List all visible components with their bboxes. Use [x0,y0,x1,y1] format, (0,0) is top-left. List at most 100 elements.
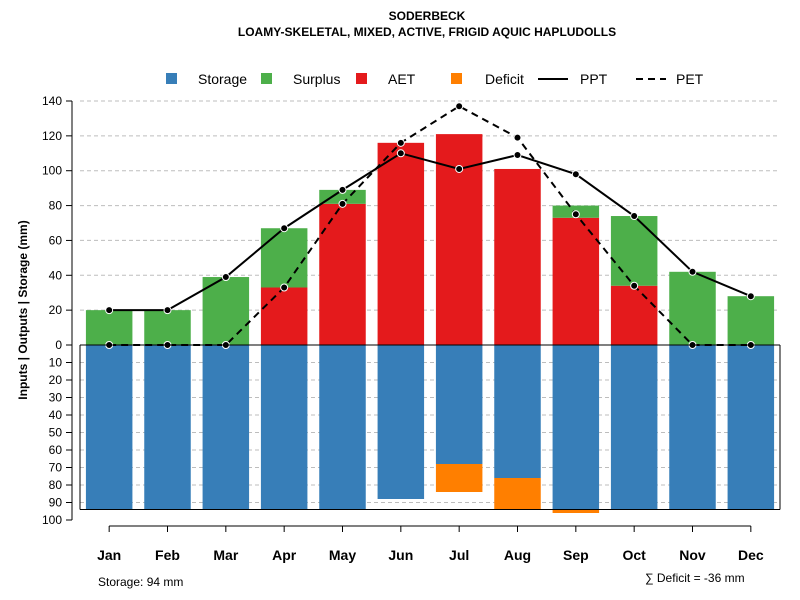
ppt-point [630,212,639,221]
storage-bar [552,345,600,510]
x-tick-label: Jun [388,547,413,563]
x-tick-label: Feb [155,547,180,563]
pet-point [630,281,639,290]
deficit-note: ∑ Deficit = -36 mm [645,571,745,585]
ppt-line [109,152,752,312]
surplus-bar [260,228,308,288]
ppt-point [688,267,697,276]
y-tick-label: 140 [42,94,62,108]
x-tick-label: May [329,547,356,563]
gridlines [80,100,780,503]
legend-surplus-label: Surplus [293,71,340,87]
surplus-bar [202,277,250,345]
ppt-point [221,273,230,282]
surplus-bar [610,216,658,286]
storage-bar [85,345,133,510]
ppt-point [571,170,580,179]
bars [85,134,775,513]
y-tick-label: 50 [49,426,63,440]
ppt-point [746,292,755,301]
y-tick-label: 40 [49,408,63,422]
chart-title: SODERBECK [389,9,466,23]
aet-bar [552,217,600,345]
x-tick-label: Nov [679,547,706,563]
ppt-point [455,164,464,173]
legend-aet-swatch [356,73,367,84]
y-tick-label: 60 [49,233,63,247]
aet-bar [260,287,308,345]
pet-line [109,105,751,346]
ppt-point [396,149,405,158]
x-tick-label: Oct [622,547,646,563]
storage-bar [435,345,483,464]
storage-bar [319,345,366,510]
deficit-bar [435,464,483,492]
x-tick-label: Aug [504,547,531,563]
y-tick-label: 30 [49,391,63,405]
surplus-bar [319,189,366,204]
y-tick-label: 10 [49,356,63,370]
x-tick-label: Jan [97,547,121,563]
ppt-point [280,224,289,233]
legend-ppt-label: PPT [580,71,608,87]
storage-bar [260,345,308,510]
y-tick-label: 120 [42,129,62,143]
legend-deficit-swatch [451,73,462,84]
axes: 0 20 40 60 80 100 120 140 10 20 30 40 50 60 70 80 90 100 J… [42,94,781,563]
x-tick-label: Sep [563,547,589,563]
legend-pet-label: PET [676,71,704,87]
legend: Storage Surplus AET Deficit PPT PET [166,71,704,87]
y-tick-label: 80 [49,199,63,213]
aet-bar [377,142,425,345]
chart-subtitle: LOAMY-SKELETAL, MIXED, ACTIVE, FRIGID AQ… [238,25,616,39]
legend-storage-swatch [166,73,177,84]
legend-aet-label: AET [388,71,416,87]
y-tick-label: 20 [49,373,63,387]
y-tick-label: 100 [42,164,62,178]
pet-point [280,283,289,292]
y-tick-label: 100 [42,513,62,527]
storage-bar [727,345,775,510]
pet-point [396,138,405,147]
surplus-bar [85,310,133,345]
storage-bar [610,345,658,510]
x-tick-label: Jul [449,547,469,563]
legend-storage-label: Storage [198,71,247,87]
ppt-point [105,306,114,315]
x-tick-label: Apr [272,547,297,563]
surplus-bar [144,310,191,345]
pet-point [338,199,347,208]
ppt-point [513,151,522,160]
y-tick-label: 70 [49,461,63,475]
y-tick-label: 20 [49,303,63,317]
y-tick-label: 40 [49,268,63,282]
storage-bar [144,345,191,510]
legend-deficit-label: Deficit [485,71,524,87]
x-tick-label: Dec [738,547,764,563]
storage-note: Storage: 94 mm [98,575,183,589]
surplus-bar [727,296,775,345]
storage-bar [494,345,541,478]
aet-bar [494,168,541,345]
pet-point [513,133,522,142]
x-tick-label: Mar [213,547,238,563]
lines [105,102,755,349]
deficit-bar [552,509,600,513]
y-tick-label: 60 [49,443,63,457]
surplus-bar [669,271,716,345]
pet-point [571,210,580,219]
y-axis-label: Inputs | Outputs | Storage (mm) [16,220,30,399]
pet-point [455,102,464,111]
aet-bar [610,285,658,345]
storage-bar [202,345,250,510]
y-tick-label: 80 [49,478,63,492]
y-tick-label: 90 [49,496,63,510]
aet-bar [319,203,366,345]
deficit-bar [494,478,541,510]
y-tick-label: 0 [55,338,62,352]
legend-surplus-swatch [261,73,272,84]
storage-bar [669,345,716,510]
ppt-point [338,185,347,194]
ppt-point [163,306,172,315]
